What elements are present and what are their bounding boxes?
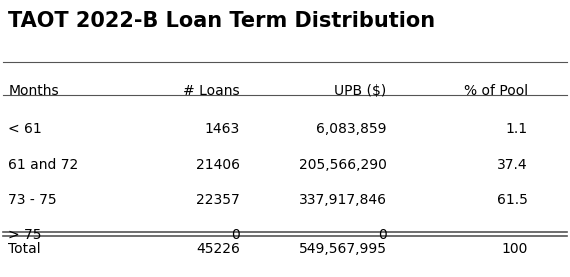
Text: 73 - 75: 73 - 75 bbox=[9, 193, 57, 207]
Text: UPB ($): UPB ($) bbox=[335, 84, 386, 98]
Text: Months: Months bbox=[9, 84, 59, 98]
Text: 1.1: 1.1 bbox=[506, 122, 528, 136]
Text: 205,566,290: 205,566,290 bbox=[299, 158, 386, 171]
Text: 61.5: 61.5 bbox=[497, 193, 528, 207]
Text: TAOT 2022-B Loan Term Distribution: TAOT 2022-B Loan Term Distribution bbox=[9, 11, 435, 31]
Text: # Loans: # Loans bbox=[183, 84, 240, 98]
Text: 337,917,846: 337,917,846 bbox=[299, 193, 386, 207]
Text: 100: 100 bbox=[502, 242, 528, 256]
Text: 45226: 45226 bbox=[196, 242, 240, 256]
Text: > 75: > 75 bbox=[9, 228, 42, 242]
Text: 37.4: 37.4 bbox=[497, 158, 528, 171]
Text: Total: Total bbox=[9, 242, 41, 256]
Text: < 61: < 61 bbox=[9, 122, 42, 136]
Text: 1463: 1463 bbox=[205, 122, 240, 136]
Text: 61 and 72: 61 and 72 bbox=[9, 158, 79, 171]
Text: 6,083,859: 6,083,859 bbox=[316, 122, 386, 136]
Text: 0: 0 bbox=[231, 228, 240, 242]
Text: 21406: 21406 bbox=[196, 158, 240, 171]
Text: 22357: 22357 bbox=[196, 193, 240, 207]
Text: % of Pool: % of Pool bbox=[463, 84, 528, 98]
Text: 0: 0 bbox=[378, 228, 386, 242]
Text: 549,567,995: 549,567,995 bbox=[299, 242, 386, 256]
